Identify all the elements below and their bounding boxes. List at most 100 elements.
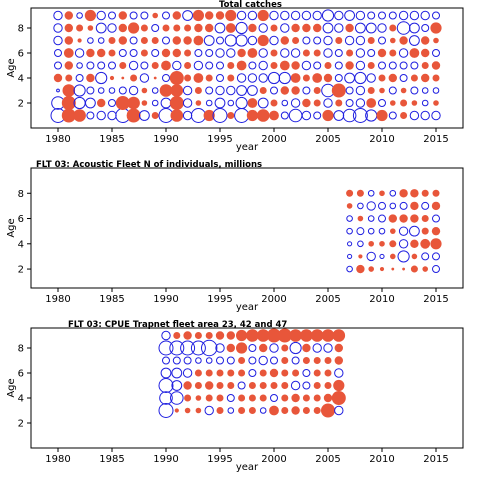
- negative-residual-bubble: [410, 86, 419, 95]
- negative-residual-bubble: [302, 36, 311, 45]
- positive-residual-bubble: [279, 60, 290, 71]
- positive-residual-bubble: [170, 109, 184, 122]
- positive-residual-bubble: [216, 369, 224, 377]
- positive-residual-bubble: [389, 240, 397, 248]
- positive-residual-bubble: [203, 109, 215, 122]
- positive-residual-bubble: [313, 357, 321, 364]
- positive-residual-bubble: [322, 109, 334, 122]
- x-tick-label: 1990: [153, 454, 178, 465]
- negative-residual-bubble: [194, 49, 203, 57]
- positive-residual-bubble: [400, 99, 408, 107]
- positive-residual-bubble: [289, 329, 302, 342]
- negative-residual-bubble: [291, 356, 300, 365]
- negative-residual-bubble: [378, 61, 386, 70]
- positive-residual-bubble: [126, 108, 141, 123]
- positive-residual-bubble: [432, 74, 440, 82]
- negative-residual-bubble: [226, 356, 235, 365]
- negative-residual-bubble: [97, 37, 105, 44]
- positive-residual-bubble: [64, 61, 74, 70]
- positive-residual-bubble: [313, 369, 321, 377]
- positive-residual-bubble: [215, 331, 225, 340]
- y-tick-label: 8: [18, 24, 24, 35]
- y-tick-label: 8: [18, 189, 24, 200]
- negative-residual-bubble: [378, 214, 386, 223]
- negative-residual-bubble: [290, 98, 301, 108]
- negative-residual-bubble: [97, 87, 105, 94]
- negative-residual-bubble: [226, 85, 236, 96]
- positive-residual-bubble: [205, 332, 213, 339]
- negative-residual-bubble: [236, 10, 247, 21]
- negative-residual-bubble: [334, 74, 343, 82]
- negative-residual-bubble: [259, 407, 267, 414]
- negative-residual-bubble: [96, 10, 106, 21]
- positive-residual-bubble: [257, 9, 269, 22]
- positive-residual-bubble: [399, 36, 408, 45]
- chart-title: FLT 03: Acoustic Fleet N of individuals,…: [36, 160, 262, 170]
- positive-residual-bubble: [421, 62, 429, 69]
- positive-residual-bubble: [391, 267, 395, 271]
- positive-residual-bubble: [270, 49, 278, 57]
- positive-residual-bubble: [248, 394, 256, 402]
- positive-residual-bubble: [324, 357, 332, 364]
- positive-residual-bubble: [313, 49, 321, 57]
- negative-residual-bubble: [97, 61, 106, 70]
- positive-residual-bubble: [141, 87, 148, 94]
- x-tick-label: 1985: [99, 294, 124, 305]
- positive-residual-bubble: [97, 48, 106, 58]
- negative-residual-bubble: [214, 97, 226, 109]
- positive-residual-bubble: [130, 74, 138, 82]
- positive-residual-bubble: [246, 109, 258, 122]
- positive-residual-bubble: [118, 23, 128, 33]
- negative-residual-bubble: [346, 265, 353, 273]
- positive-residual-bubble: [433, 100, 439, 106]
- positive-residual-bubble: [410, 74, 418, 82]
- negative-residual-bubble: [301, 60, 312, 71]
- negative-residual-bubble: [107, 110, 117, 121]
- negative-residual-bubble: [216, 356, 224, 365]
- negative-residual-bubble: [357, 240, 364, 248]
- positive-residual-bubble: [63, 48, 74, 58]
- negative-residual-bubble: [323, 98, 333, 108]
- negative-residual-bubble: [398, 226, 409, 236]
- positive-residual-bubble: [281, 344, 289, 352]
- negative-residual-bubble: [205, 357, 213, 364]
- negative-residual-bubble: [76, 12, 83, 19]
- negative-residual-bubble: [366, 73, 376, 83]
- negative-residual-bubble: [95, 22, 107, 34]
- x-tick-label: 2010: [369, 294, 394, 305]
- y-tick-label: 6: [18, 214, 24, 225]
- positive-residual-bubble: [151, 112, 159, 119]
- negative-residual-bubble: [76, 62, 83, 69]
- negative-residual-bubble: [172, 60, 182, 71]
- negative-residual-bubble: [235, 34, 248, 47]
- negative-residual-bubble: [347, 253, 353, 260]
- negative-residual-bubble: [399, 61, 408, 70]
- positive-residual-bubble: [421, 189, 429, 197]
- negative-residual-bubble: [160, 97, 172, 109]
- negative-residual-bubble: [398, 10, 409, 21]
- positive-residual-bubble: [115, 96, 130, 110]
- positive-residual-bubble: [379, 240, 385, 247]
- negative-residual-bubble: [432, 11, 440, 20]
- positive-residual-bubble: [324, 382, 332, 389]
- negative-residual-bubble: [323, 35, 333, 46]
- negative-residual-bubble: [190, 340, 206, 356]
- negative-residual-bubble: [270, 394, 278, 402]
- positive-residual-bubble: [121, 76, 125, 80]
- positive-residual-bubble: [86, 73, 95, 83]
- positive-residual-bubble: [118, 11, 128, 20]
- positive-residual-bubble: [247, 98, 258, 108]
- positive-residual-bubble: [169, 96, 184, 110]
- negative-residual-bubble: [346, 215, 353, 222]
- positive-residual-bubble: [302, 343, 311, 353]
- negative-residual-bubble: [151, 87, 159, 94]
- negative-residual-bubble: [333, 110, 345, 121]
- negative-residual-bubble: [290, 48, 301, 58]
- positive-residual-bubble: [76, 24, 84, 32]
- positive-residual-bubble: [236, 60, 247, 71]
- negative-residual-bubble: [236, 73, 247, 83]
- negative-residual-bubble: [182, 85, 193, 96]
- positive-residual-bubble: [324, 369, 332, 377]
- positive-residual-bubble: [368, 240, 375, 247]
- positive-residual-bubble: [257, 34, 269, 47]
